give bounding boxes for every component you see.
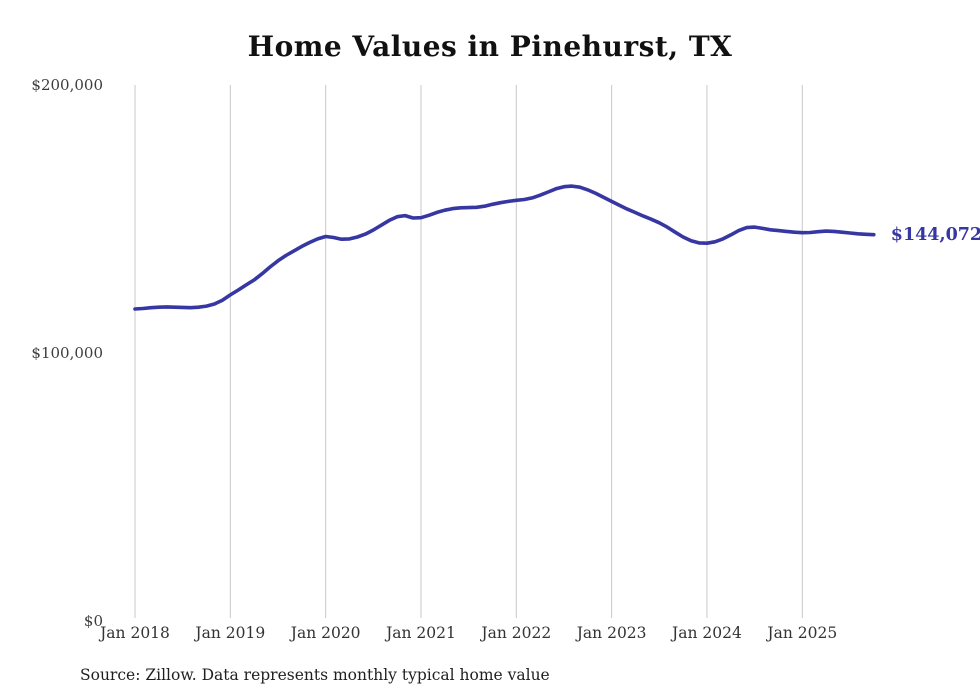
latest-value-label: $144,072	[890, 224, 980, 245]
x-axis-tick-label: Jan 2020	[290, 624, 361, 642]
source-note: Source: Zillow. Data represents monthly …	[80, 666, 550, 684]
x-axis-tick-label: Jan 2021	[386, 624, 456, 642]
y-axis-tick-label: $0	[83, 611, 103, 630]
chart-title: Home Values in Pinehurst, TX	[247, 30, 733, 63]
y-axis-tick-label: $200,000	[31, 75, 103, 94]
x-axis-tick-label: Jan 2024	[672, 624, 742, 642]
x-axis-tick-label: Jan 2022	[481, 624, 552, 642]
x-axis-tick-label: Jan 2023	[576, 624, 647, 642]
x-axis-tick-label: Jan 2025	[767, 624, 838, 642]
y-axis-tick-label: $100,000	[31, 343, 103, 362]
x-axis-tick-label: Jan 2018	[100, 624, 170, 642]
x-axis-tick-label: Jan 2019	[195, 624, 266, 642]
home-value-line	[133, 184, 876, 311]
